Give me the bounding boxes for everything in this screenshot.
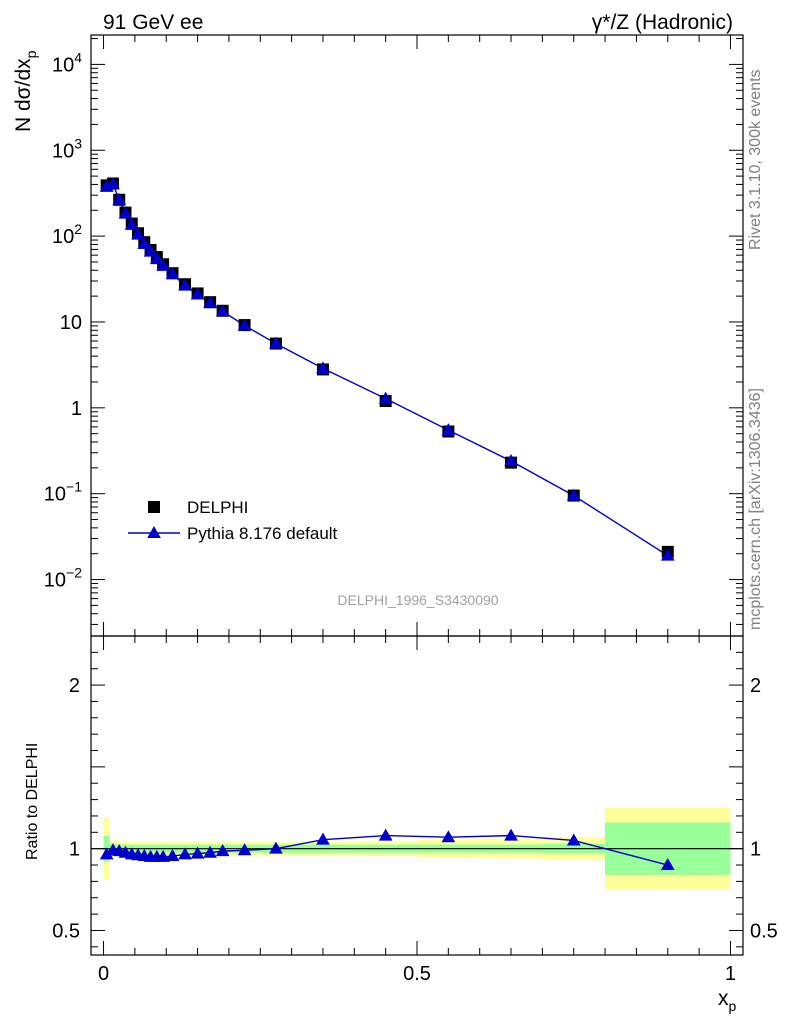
main-panel-data — [99, 176, 675, 561]
mc-point — [504, 454, 518, 467]
y-tick-label-base: 10 — [60, 312, 82, 334]
mc-point — [378, 391, 393, 404]
mc-point — [237, 318, 252, 331]
y-tick-label: 104 — [52, 49, 82, 76]
y-tick-label: 103 — [52, 135, 82, 162]
ratio-mc-point — [566, 833, 581, 846]
ratio-uncertainty-bands — [91, 807, 743, 890]
ratio-mc-point — [165, 849, 180, 862]
y-tick-label: 10−1 — [44, 479, 82, 506]
y-tick-label-exponent: 4 — [74, 49, 82, 65]
y-tick-label: 102 — [52, 221, 82, 248]
x-tick-label: 0.5 — [403, 963, 431, 985]
ratio-y-tick-label-right: 2 — [750, 675, 761, 697]
mc-point — [269, 336, 283, 349]
ratio-y-tick-label-left: 0.5 — [52, 920, 80, 942]
ratio-panel-frame — [90, 635, 744, 956]
mc-point — [441, 423, 456, 436]
analysis-label: DELPHI_1996_S3430090 — [337, 592, 498, 608]
ratio-panel-data — [99, 828, 675, 871]
x-axis-title: xp — [718, 987, 737, 1014]
y-tick-label-exponent: −2 — [66, 565, 82, 581]
mc-point — [143, 244, 158, 257]
rivet-version-label: Rivet 3.1.10, 300k events — [747, 69, 764, 250]
legend-data-label: DELPHI — [187, 498, 248, 517]
y-tick-label-base: 10 — [44, 570, 66, 592]
ratio-y-tick-label-left: 1 — [69, 839, 80, 861]
y-tick-label: 1 — [71, 398, 82, 420]
mc-point — [203, 296, 217, 309]
ratio-mc-point — [156, 849, 170, 862]
ratio-mc-point — [178, 847, 192, 860]
ratio-mc-point — [378, 828, 393, 841]
mc-point — [118, 206, 133, 219]
ratio-mc-point — [215, 844, 230, 857]
mc-point — [124, 217, 139, 230]
x-axis-title-main: x — [718, 987, 729, 1010]
mc-point — [215, 304, 230, 317]
ratio-mc-point — [504, 828, 518, 841]
mcplots-source-label: mcplots.cern.ch [arXiv:1306.3436] — [747, 388, 764, 630]
main-y-axis-title-sub: p — [23, 50, 39, 58]
mc-point — [566, 488, 581, 501]
ratio-mc-point — [441, 830, 456, 843]
ratio-mc-point — [660, 858, 675, 871]
mc-point — [316, 361, 330, 374]
header-right-title: γ*/Z (Hadronic) — [592, 11, 733, 34]
ratio-y-tick-label-right: 1 — [750, 839, 761, 861]
legend: DELPHI Pythia 8.176 default — [128, 498, 338, 543]
legend-data-marker — [148, 501, 160, 513]
x-axis-title-sub: p — [729, 998, 737, 1014]
ratio-y-axis-title: Ratio to DELPHI — [24, 743, 41, 860]
ratio-mc-point — [203, 845, 217, 858]
ratio-mc-point — [269, 841, 283, 854]
y-tick-label-base: 1 — [71, 398, 82, 420]
y-tick-label-base: 10 — [44, 484, 66, 506]
main-y-axis-title-main: N dσ/dx — [12, 58, 35, 132]
mc-point — [660, 548, 675, 561]
y-tick-label-exponent: −1 — [66, 479, 82, 495]
mc-point — [149, 252, 164, 265]
mc-point — [190, 287, 205, 300]
main-y-axis-title: N dσ/dxp — [12, 50, 39, 132]
ratio-panel-axes: 0 0.5 1 0.5 0.5 1 1 2 2 — [52, 635, 778, 985]
x-tick-label: 0 — [98, 963, 109, 985]
main-panel-frame — [90, 34, 744, 637]
y-tick-label-exponent: 2 — [74, 221, 82, 237]
y-tick-label-base: 10 — [52, 140, 74, 162]
y-tick-label: 10−2 — [44, 565, 82, 592]
mc-point — [178, 278, 192, 291]
mc-point — [112, 192, 127, 205]
legend-mc-marker — [147, 525, 161, 538]
y-tick-label-base: 10 — [52, 54, 74, 76]
ratio-y-tick-label-right: 0.5 — [750, 920, 778, 942]
ratio-mc-point — [316, 832, 330, 845]
mc-point — [165, 267, 180, 280]
mc-point — [137, 236, 152, 249]
ratio-y-tick-label-left: 2 — [69, 675, 80, 697]
legend-mc-label: Pythia 8.176 default — [187, 524, 338, 543]
y-tick-label-base: 10 — [52, 226, 74, 248]
ratio-mc-point — [190, 846, 205, 859]
x-tick-label: 1 — [725, 963, 736, 985]
y-tick-label-exponent: 3 — [74, 135, 82, 151]
y-tick-label: 10 — [60, 312, 82, 334]
header-left-title: 91 GeV ee — [103, 11, 203, 34]
mc-point — [156, 258, 170, 271]
mc-point — [106, 176, 120, 189]
mc-point — [131, 227, 145, 240]
ratio-mc-point — [237, 843, 252, 856]
